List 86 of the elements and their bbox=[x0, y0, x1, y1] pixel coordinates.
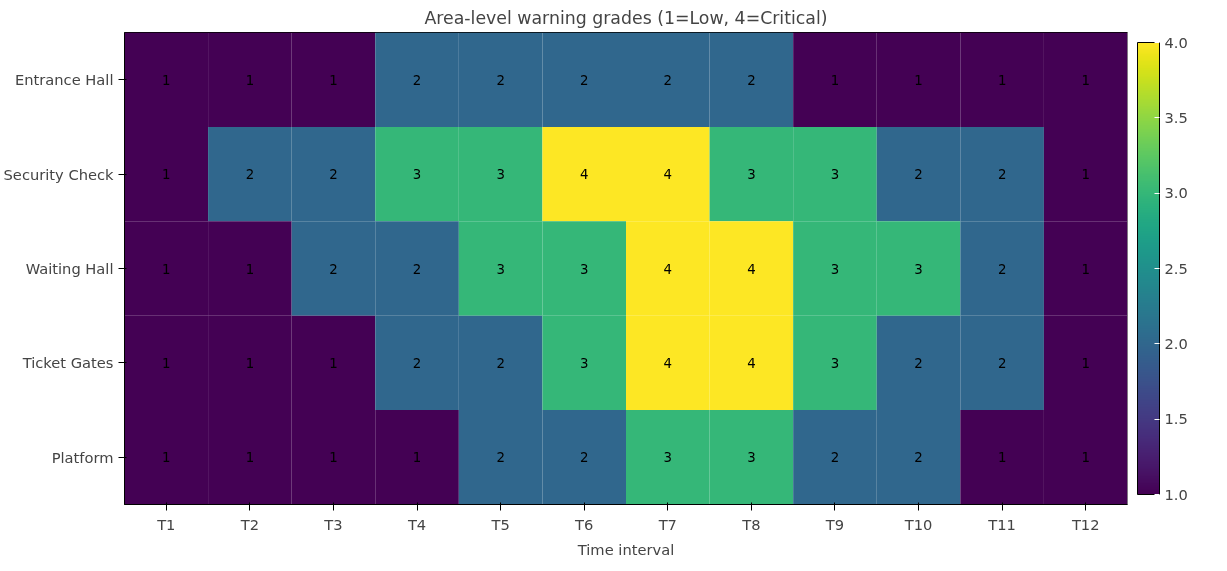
data-label: 1 bbox=[1081, 355, 1090, 371]
data-label: 1 bbox=[245, 72, 255, 88]
data-label: 2 bbox=[997, 261, 1007, 277]
data-label: 2 bbox=[412, 72, 422, 88]
y-tick-label: Ticket Gates bbox=[21, 354, 114, 372]
data-label: 1 bbox=[914, 72, 923, 88]
y-tick-label: Waiting Hall bbox=[25, 260, 114, 277]
data-label: 2 bbox=[245, 167, 255, 183]
color-bar-label: 2.0 bbox=[1164, 334, 1188, 352]
data-label: 4 bbox=[663, 167, 673, 183]
data-label: 4 bbox=[747, 355, 756, 371]
data-label: 3 bbox=[663, 450, 673, 466]
data-label: 2 bbox=[579, 450, 589, 466]
x-tick-label: T8 bbox=[741, 515, 761, 533]
data-label: 2 bbox=[830, 450, 840, 466]
data-label: 2 bbox=[579, 72, 589, 88]
data-label: 4 bbox=[747, 261, 756, 277]
color-bar-label: 4.0 bbox=[1164, 33, 1188, 51]
data-label: 2 bbox=[914, 167, 923, 183]
x-tick-label: T5 bbox=[490, 515, 510, 533]
data-label: 2 bbox=[914, 355, 923, 371]
y-tick-label: Entrance Hall bbox=[15, 71, 114, 89]
x-tick-label: T6 bbox=[574, 515, 594, 533]
data-label: 2 bbox=[496, 450, 505, 466]
data-label: 3 bbox=[579, 355, 589, 371]
color-bar-label: 3.5 bbox=[1164, 108, 1188, 126]
data-label: 1 bbox=[245, 355, 255, 371]
data-label: 1 bbox=[162, 72, 171, 88]
x-tick-label: T11 bbox=[987, 515, 1016, 533]
data-label: 3 bbox=[914, 261, 923, 277]
x-axis-title: Time interval bbox=[576, 540, 675, 558]
data-label: 3 bbox=[747, 167, 756, 183]
data-label: 3 bbox=[830, 167, 840, 183]
data-label: 1 bbox=[997, 72, 1007, 88]
data-label: 2 bbox=[997, 355, 1007, 371]
data-label: 2 bbox=[329, 261, 338, 277]
y-tick-label: Platform bbox=[51, 448, 114, 466]
y-tick-label: Security Check bbox=[3, 165, 115, 183]
data-label: 1 bbox=[329, 72, 338, 88]
data-label: 4 bbox=[663, 261, 673, 277]
data-label: 2 bbox=[496, 72, 505, 88]
data-label: 3 bbox=[496, 167, 505, 183]
data-label: 1 bbox=[412, 450, 422, 466]
color-bar-label: 2.5 bbox=[1164, 259, 1188, 277]
x-tick-label: T1 bbox=[156, 515, 176, 533]
data-label: 3 bbox=[412, 167, 422, 183]
data-label: 4 bbox=[663, 355, 673, 371]
data-label: 1 bbox=[1081, 167, 1090, 183]
data-label: 2 bbox=[412, 261, 422, 277]
color-bar-label: 3.0 bbox=[1164, 184, 1188, 202]
color-bar-label: 1.0 bbox=[1164, 485, 1188, 503]
data-label: 1 bbox=[329, 450, 338, 466]
data-label: 2 bbox=[997, 167, 1007, 183]
color-bar-label: 1.5 bbox=[1164, 410, 1188, 428]
data-label: 3 bbox=[830, 355, 840, 371]
data-label: 3 bbox=[830, 261, 840, 277]
data-label: 2 bbox=[496, 355, 505, 371]
data-label: 3 bbox=[747, 450, 756, 466]
x-tick-label: T12 bbox=[1070, 515, 1100, 533]
data-label: 1 bbox=[245, 261, 255, 277]
data-label: 3 bbox=[579, 261, 589, 277]
x-tick-label: T4 bbox=[406, 515, 427, 533]
data-label: 1 bbox=[162, 261, 171, 277]
data-label: 1 bbox=[162, 450, 171, 466]
x-tick-label: T7 bbox=[657, 515, 677, 533]
data-label: 4 bbox=[579, 167, 589, 183]
data-label: 2 bbox=[412, 355, 422, 371]
data-label: 1 bbox=[1081, 261, 1090, 277]
data-label: 1 bbox=[245, 450, 255, 466]
data-label: 3 bbox=[496, 261, 505, 277]
data-label: 1 bbox=[162, 355, 171, 371]
data-label: 2 bbox=[329, 167, 338, 183]
data-label: 1 bbox=[1081, 450, 1090, 466]
x-tick-label: T9 bbox=[824, 515, 845, 533]
data-label: 1 bbox=[329, 355, 338, 371]
data-label: 1 bbox=[997, 450, 1007, 466]
data-label: 1 bbox=[162, 167, 171, 183]
x-tick-label: T3 bbox=[323, 515, 343, 533]
x-tick-label: T10 bbox=[903, 515, 933, 533]
data-label: 1 bbox=[1081, 72, 1090, 88]
data-label: 1 bbox=[830, 72, 840, 88]
data-label: 2 bbox=[914, 450, 923, 466]
chart-title: Area-level warning grades (1=Low, 4=Critical) bbox=[424, 7, 828, 28]
data-label: 2 bbox=[747, 72, 756, 88]
data-label: 2 bbox=[663, 72, 673, 88]
x-tick-label: T2 bbox=[239, 515, 260, 533]
